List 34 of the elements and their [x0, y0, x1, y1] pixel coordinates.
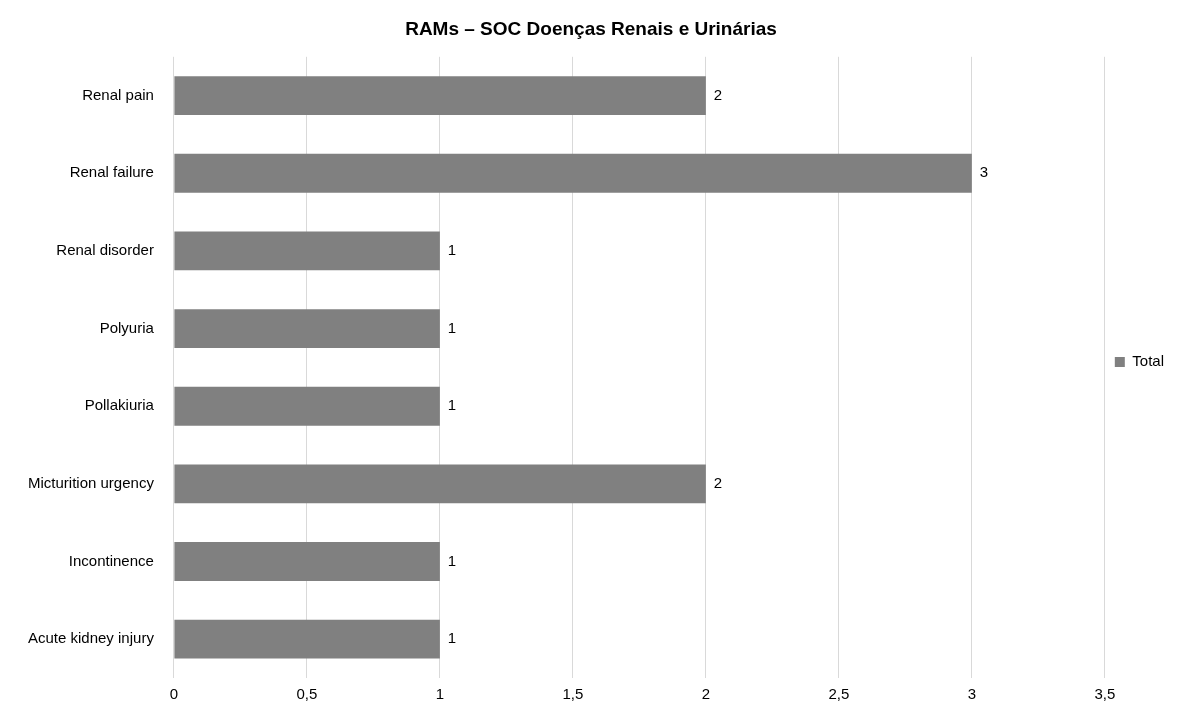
x-tick-label: 2 [701, 685, 711, 703]
chart-title: RAMs – SOC Doenças Renais e Urinárias [405, 17, 777, 39]
data-label: 2 [713, 85, 723, 103]
bar [174, 231, 440, 271]
bar [174, 153, 972, 193]
data-label: 1 [447, 551, 457, 569]
data-label: 1 [447, 318, 457, 336]
bar [174, 386, 440, 426]
y-tick-label: Micturition urgency [28, 474, 155, 492]
x-tick-label: 0,5 [296, 685, 318, 703]
y-tick-label: Renal pain [82, 85, 154, 103]
y-tick-label: Renal failure [69, 163, 154, 181]
y-tick-label: Acute kidney injury [27, 629, 155, 647]
x-tick-label: 2,5 [828, 685, 850, 703]
data-label: 1 [447, 629, 457, 647]
y-tick-label: Pollakiuria [84, 396, 155, 414]
data-label: 3 [979, 163, 989, 181]
x-tick-label: 0 [169, 685, 179, 703]
bar [174, 309, 440, 348]
bar [174, 542, 440, 581]
x-tick-label: 1,5 [562, 685, 584, 703]
bar [174, 76, 706, 116]
x-tick-label: 3,5 [1094, 685, 1116, 703]
y-tick-label: Incontinence [68, 551, 154, 569]
data-label: 2 [713, 474, 723, 492]
y-tick-label: Polyuria [99, 318, 155, 336]
bar [174, 464, 706, 504]
x-tick-label: 3 [967, 685, 976, 703]
data-label: 1 [447, 396, 457, 414]
y-tick-label: Renal disorder [56, 241, 154, 259]
data-label: 1 [447, 241, 457, 259]
x-tick-label: 1 [435, 685, 445, 703]
legend-label: Total [1132, 352, 1164, 370]
bar [174, 619, 440, 659]
